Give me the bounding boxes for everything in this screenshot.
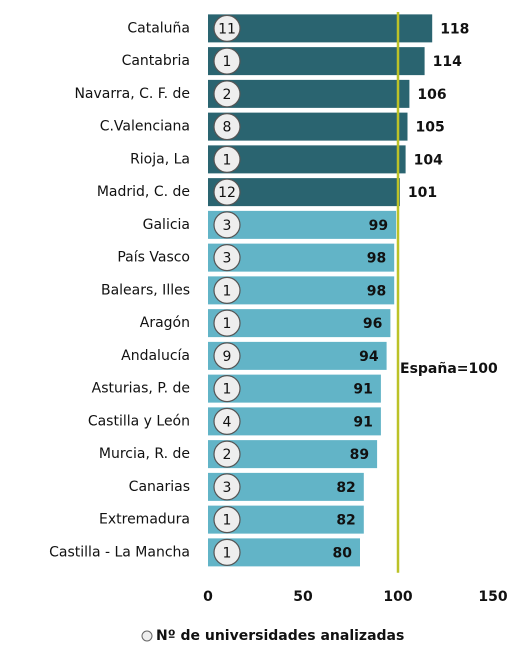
value-label: 99 xyxy=(369,218,388,234)
university-count-marker xyxy=(213,506,241,534)
x-tick-label: 0 xyxy=(203,589,213,605)
value-label: 105 xyxy=(416,120,445,136)
university-count-marker xyxy=(213,375,241,403)
legend-marker xyxy=(141,630,153,642)
university-count: 3 xyxy=(223,480,232,496)
bar xyxy=(208,14,433,43)
value-label: 114 xyxy=(433,54,462,70)
university-count-marker xyxy=(213,440,241,468)
university-count: 11 xyxy=(218,21,236,37)
y-tick-label: Madrid, C. de xyxy=(97,184,190,200)
x-tick-label: 50 xyxy=(293,589,313,605)
bar xyxy=(208,79,410,108)
university-count-marker xyxy=(213,211,241,239)
bar xyxy=(208,145,406,174)
legend-label: Nº de universidades analizadas xyxy=(156,628,404,644)
value-label: 94 xyxy=(359,349,379,365)
university-count-marker xyxy=(213,178,241,206)
y-tick-label: Andalucía xyxy=(121,348,190,364)
value-label: 98 xyxy=(367,251,386,267)
university-count-marker xyxy=(213,407,241,435)
university-count-marker xyxy=(213,244,241,272)
university-count: 1 xyxy=(223,545,232,561)
y-tick-label: País Vasco xyxy=(117,250,190,266)
university-count: 1 xyxy=(223,54,232,70)
y-tick-label: Balears, Illes xyxy=(101,282,190,298)
value-label: 106 xyxy=(417,87,446,103)
university-count: 3 xyxy=(223,218,232,234)
university-count: 12 xyxy=(218,185,236,201)
value-label: 118 xyxy=(440,21,469,37)
university-count-marker xyxy=(213,473,241,501)
university-count: 1 xyxy=(223,316,232,332)
value-label: 82 xyxy=(336,480,355,496)
x-tick-label: 100 xyxy=(383,589,412,605)
university-count-marker xyxy=(213,80,241,108)
value-label: 98 xyxy=(367,283,386,299)
value-label: 96 xyxy=(363,316,382,332)
value-label: 80 xyxy=(333,545,353,561)
y-tick-label: Castilla y León xyxy=(88,413,190,429)
university-count: 8 xyxy=(223,120,232,136)
university-count-marker xyxy=(213,145,241,173)
value-label: 82 xyxy=(336,513,355,529)
university-count: 3 xyxy=(223,251,232,267)
y-tick-label: C.Valenciana xyxy=(100,119,190,135)
university-count: 2 xyxy=(223,87,232,103)
y-tick-label: Asturias, P. de xyxy=(92,381,190,397)
y-tick-label: Aragón xyxy=(140,315,190,331)
y-tick-label: Extremadura xyxy=(99,512,190,528)
x-tick-label: 150 xyxy=(478,589,507,605)
university-count: 9 xyxy=(223,349,232,365)
university-count-marker xyxy=(213,14,241,42)
university-count: 1 xyxy=(223,283,232,299)
university-count-marker xyxy=(213,342,241,370)
bar xyxy=(208,47,425,76)
y-tick-label: Canarias xyxy=(129,479,190,495)
university-count-marker xyxy=(213,538,241,566)
value-label: 91 xyxy=(353,414,372,430)
university-count: 1 xyxy=(223,382,232,398)
reference-label: España=100 xyxy=(400,361,498,377)
value-label: 104 xyxy=(414,152,443,168)
university-count: 4 xyxy=(223,414,232,430)
y-tick-label: Galicia xyxy=(143,217,190,233)
university-count-marker xyxy=(213,309,241,337)
university-count: 2 xyxy=(223,447,232,463)
y-tick-label: Murcia, R. de xyxy=(99,446,190,462)
value-label: 91 xyxy=(353,382,372,398)
university-count-marker xyxy=(213,276,241,304)
bar xyxy=(208,112,408,141)
y-tick-label: Navarra, C. F. de xyxy=(74,86,190,102)
y-tick-label: Cantabria xyxy=(122,53,190,69)
university-count: 1 xyxy=(223,513,232,529)
university-count-marker xyxy=(213,113,241,141)
university-count-marker xyxy=(213,47,241,75)
value-label: 89 xyxy=(350,447,369,463)
university-count: 1 xyxy=(223,152,232,168)
y-tick-label: Castilla - La Mancha xyxy=(49,544,190,560)
y-tick-label: Cataluña xyxy=(127,20,190,36)
y-tick-label: Rioja, La xyxy=(130,151,190,167)
value-label: 101 xyxy=(408,185,437,201)
